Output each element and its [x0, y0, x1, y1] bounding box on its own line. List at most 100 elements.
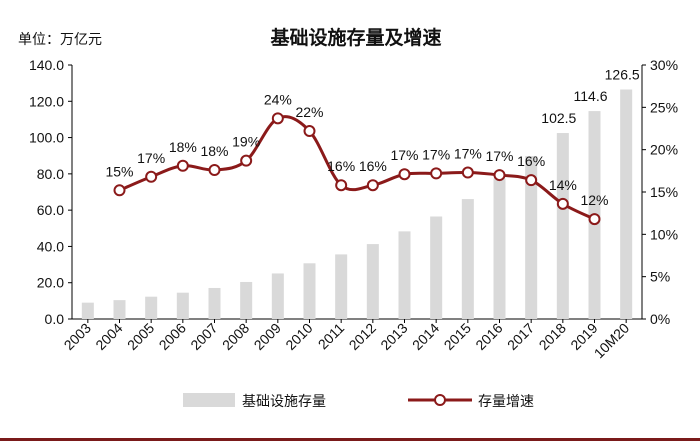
- line-point: [208, 163, 221, 176]
- x-tick-label: 2015: [441, 320, 474, 353]
- chart-title: 基础设施存量及增速: [269, 26, 441, 49]
- line-value-label: 16%: [517, 153, 545, 169]
- line-point: [366, 179, 379, 192]
- bar: [145, 296, 158, 319]
- x-tick-label: 2012: [346, 320, 379, 353]
- line-value-label: 17%: [485, 148, 513, 164]
- bar: [113, 300, 126, 319]
- left-tick-label: 0.0: [45, 311, 65, 327]
- right-tick-label: 10%: [650, 226, 678, 242]
- x-tick-label: 2005: [124, 320, 157, 353]
- legend-bar-label: 基础设施存量: [242, 393, 326, 410]
- line-point: [556, 197, 569, 210]
- x-tick-label: 2006: [156, 320, 189, 353]
- bar: [556, 133, 569, 319]
- line-point: [335, 179, 348, 192]
- left-tick-label: 140.0: [29, 57, 64, 73]
- line-point: [240, 154, 253, 167]
- legend-bar-swatch: [183, 393, 235, 407]
- x-tick-label: 2017: [504, 320, 537, 353]
- line-value-label: 17%: [454, 146, 482, 162]
- line-value-label: 14%: [549, 177, 577, 193]
- left-tick-label: 40.0: [37, 238, 64, 254]
- legend-line-label: 存量增速: [478, 394, 534, 410]
- left-tick-label: 100.0: [29, 130, 64, 146]
- line-point: [271, 112, 284, 125]
- x-tick-label: 2014: [409, 320, 442, 353]
- line-point: [113, 184, 126, 197]
- left-tick-label: 120.0: [29, 93, 64, 109]
- x-tick-label: 2004: [92, 320, 125, 353]
- left-tick-label: 80.0: [37, 166, 64, 182]
- left-tick-label: 20.0: [37, 275, 64, 291]
- x-tick-label: 2007: [187, 320, 220, 353]
- bar-value-label: 126.5: [605, 66, 640, 82]
- x-tick-label: 2013: [377, 320, 410, 353]
- bar: [366, 244, 379, 319]
- line-point: [176, 159, 189, 172]
- line-point: [493, 169, 506, 182]
- unit-label: 单位：万亿元: [18, 32, 102, 48]
- bar: [461, 199, 474, 319]
- bar: [176, 292, 189, 319]
- line-value-label: 18%: [200, 143, 228, 159]
- line-value-label: 19%: [232, 134, 260, 150]
- bar: [240, 281, 253, 319]
- x-tick-label: 2011: [315, 320, 348, 353]
- line-value-label: 15%: [105, 163, 133, 179]
- x-tick-label: 2003: [61, 320, 94, 353]
- bar: [620, 89, 633, 319]
- line-value-label: 12%: [580, 192, 608, 208]
- bar: [81, 302, 94, 319]
- x-tick-label: 2010: [282, 320, 315, 353]
- right-tick-label: 30%: [650, 57, 678, 73]
- right-tick-label: 15%: [650, 184, 678, 200]
- line-point: [461, 166, 474, 179]
- line-value-labels: 15%17%18% 18%19%24%22%16% 16%17% 17% 17% 17% 1…: [105, 91, 608, 208]
- bar-value-labels: 102.5 114.6 126.5: [541, 66, 640, 126]
- line-point: [430, 167, 443, 180]
- x-tick-label: 2009: [251, 320, 284, 353]
- bar: [430, 216, 443, 319]
- left-tick-label: 60.0: [37, 202, 64, 218]
- line-value-label: 22%: [295, 104, 323, 120]
- line-value-label: 18%: [169, 139, 197, 155]
- right-tick-label: 0%: [650, 311, 670, 327]
- line-point: [398, 168, 411, 181]
- bottom-rule: [0, 438, 700, 441]
- bar: [208, 287, 221, 319]
- bar-value-label: 102.5: [541, 110, 576, 126]
- left-y-axis: 0.0 20.0 40.0 60.0 80.0 100.0 120.0 140.0: [29, 57, 73, 327]
- line-series: [113, 112, 601, 226]
- x-tick-label: 2018: [536, 320, 569, 353]
- line-value-label: 17%: [390, 147, 418, 163]
- x-tick-label: 2016: [472, 320, 505, 353]
- right-tick-label: 25%: [650, 99, 678, 115]
- bar-value-label: 114.6: [574, 88, 608, 104]
- line-point: [303, 125, 316, 138]
- x-tick-label: 2008: [219, 320, 252, 353]
- bar-series: [81, 89, 633, 319]
- x-tick-label: 10M20: [591, 320, 633, 362]
- legend: 基础设施存量 存量增速: [183, 393, 534, 410]
- bar: [335, 254, 348, 319]
- bar: [271, 273, 284, 319]
- right-tick-label: 20%: [650, 142, 678, 158]
- line-point: [525, 174, 538, 187]
- bar: [303, 263, 316, 319]
- legend-line-marker: [434, 394, 446, 406]
- line-value-label: 24%: [264, 91, 292, 107]
- line-value-label: 16%: [359, 158, 387, 174]
- line-point: [588, 213, 601, 226]
- line-value-label: 17%: [137, 150, 165, 166]
- line-value-label: 16%: [327, 158, 355, 174]
- bar: [493, 178, 506, 319]
- line-point: [145, 170, 158, 183]
- growth-line: [118, 115, 596, 221]
- right-tick-label: 5%: [650, 269, 670, 285]
- bar: [525, 156, 538, 319]
- bar: [398, 231, 411, 319]
- line-value-label: 17%: [422, 146, 450, 162]
